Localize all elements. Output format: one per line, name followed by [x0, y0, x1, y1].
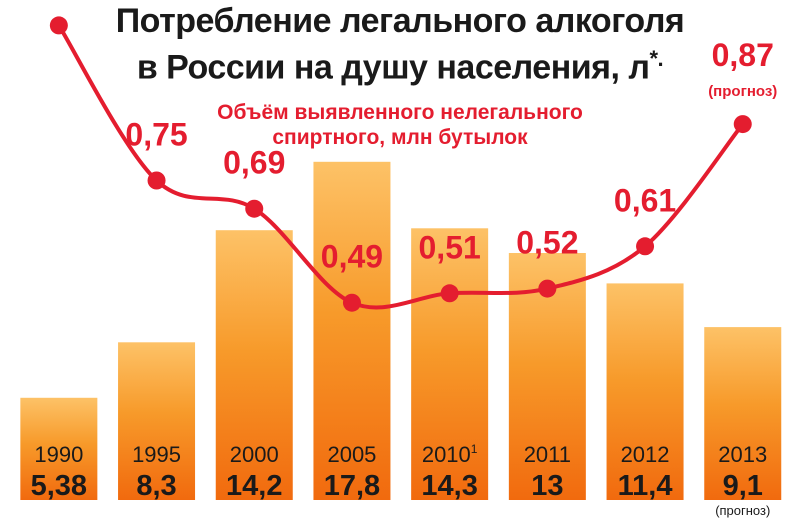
line-point-1995 [147, 171, 166, 190]
line-value-label-2011: 0,52 [516, 225, 578, 261]
bar-2013 [704, 327, 782, 500]
chart-title-line-1: Потребление легального алкоголя [115, 2, 685, 40]
bar-value-label-2005: 17,8 [324, 470, 380, 502]
line-value-label-2012: 0,61 [614, 182, 676, 218]
line-value-label-2010: 0,51 [419, 229, 481, 265]
bar-1990 [20, 397, 98, 500]
line-point-2011 [538, 279, 557, 298]
category-superscript: 1 [471, 442, 478, 456]
bar-2012 [606, 283, 684, 500]
bar-value-label-1995: 8,3 [136, 470, 176, 502]
bar-2000 [215, 230, 293, 500]
line-value-label-2013: 0,87 [712, 37, 774, 73]
category-label-2005: 2005 [327, 442, 376, 467]
category-label-1990: 1990 [34, 442, 83, 467]
subtitle-line-1: Объём выявленного нелегального [217, 101, 583, 124]
chart-title-line-2: в России на душу населения, л*. [0, 40, 800, 86]
bar-1995 [118, 342, 196, 500]
labels-layer: 1990 5,38 1995 8,3 2000 14,2 2005 17,8 20101 14,3… [31, 37, 778, 518]
line-point-2012 [636, 237, 655, 256]
line-layer [49, 16, 752, 312]
line-point-2013 [733, 115, 752, 134]
bar-2010 [411, 228, 489, 501]
category-label-2000: 2000 [230, 442, 279, 467]
line-point-2010 [440, 284, 459, 303]
category-label-1995: 1995 [132, 442, 181, 467]
category-label-2013: 2013 [718, 442, 767, 467]
bar-value-label-1990: 5,38 [31, 470, 87, 502]
subtitle-line-2: спиртного, млн бутылок [272, 126, 528, 149]
category-label-2011: 2011 [524, 442, 571, 467]
line-value-label-2000: 0,69 [223, 145, 285, 181]
line-value-label-1995: 0,75 [125, 117, 187, 153]
line-value-label-2005: 0,49 [321, 239, 383, 275]
category-label-2012: 2012 [621, 442, 670, 467]
line-note-2013: (прогноз) [708, 83, 777, 100]
bar-value-label-2010: 14,3 [421, 470, 477, 502]
category-label-2010: 20101 [422, 442, 478, 467]
line-point-2005 [342, 293, 361, 312]
bar-value-label-2000: 14,2 [226, 470, 282, 502]
line-point-2000 [245, 199, 264, 218]
bar-2005 [313, 161, 391, 501]
category-note-2013: (прогноз) [715, 503, 770, 518]
bar-value-label-2011: 13 [531, 470, 563, 502]
line-series-subtitle: Объём выявленного нелегального спиртного… [160, 100, 640, 150]
illegal-spirits-line [57, 24, 745, 310]
line-point-1990 [49, 16, 68, 35]
bar-value-label-2012: 11,4 [618, 470, 673, 502]
bar-value-label-2013: 9,1 [723, 470, 763, 502]
chart-title: Потребление легального алкоголя в России… [0, 2, 800, 86]
chart-title-line-2-text: в России на душу населения, л [136, 48, 650, 87]
footnote-mark: *. [649, 46, 664, 71]
